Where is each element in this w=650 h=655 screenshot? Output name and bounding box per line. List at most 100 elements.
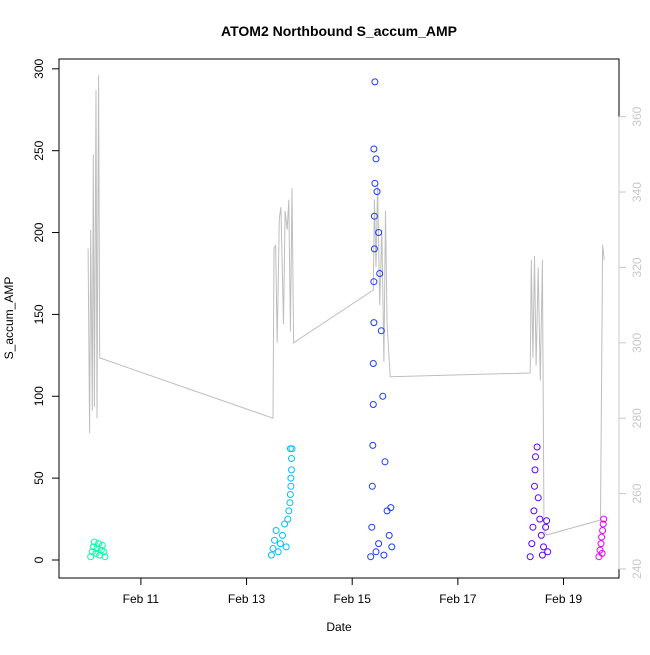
y-tick-label: 50 <box>32 471 46 485</box>
secondary-series-line <box>87 75 605 536</box>
y2-tick-label: 320 <box>630 257 644 277</box>
data-point <box>379 392 387 400</box>
data-point <box>281 520 289 528</box>
data-point <box>371 179 379 187</box>
data-point <box>101 553 109 561</box>
data-point <box>376 270 384 277</box>
data-point <box>372 155 380 163</box>
y-axis-left: 0 50 100 150 200 250 300 <box>32 58 60 563</box>
data-point <box>528 540 536 548</box>
data-point <box>372 548 380 556</box>
data-point <box>377 327 385 335</box>
data-point <box>380 551 388 559</box>
data-point <box>288 455 295 462</box>
data-point <box>288 466 295 474</box>
data-point <box>282 543 290 551</box>
data-point <box>597 540 605 548</box>
y-tick-label: 0 <box>32 556 46 563</box>
data-point <box>598 533 606 541</box>
data-point <box>536 515 544 523</box>
data-point <box>598 549 606 557</box>
data-point <box>286 499 294 507</box>
y-tick-label: 100 <box>32 386 46 406</box>
data-point <box>95 540 103 548</box>
secondary-line-layer <box>87 75 605 536</box>
data-point <box>369 441 377 449</box>
y2-tick-label: 260 <box>630 483 644 503</box>
data-point <box>284 515 292 523</box>
y-tick-label: 150 <box>32 304 46 324</box>
data-point <box>375 229 383 236</box>
data-point <box>526 553 534 561</box>
data-point <box>370 145 378 153</box>
data-point <box>370 319 378 327</box>
data-point <box>534 494 542 502</box>
y-tick-label: 300 <box>32 58 46 78</box>
data-point <box>542 523 550 531</box>
data-point <box>269 545 277 552</box>
y2-tick-label: 360 <box>630 106 644 126</box>
series-3 <box>367 78 396 561</box>
x-axis-label: Date <box>326 620 352 634</box>
data-point <box>368 482 376 490</box>
series-5 <box>595 515 608 561</box>
data-point <box>371 78 379 86</box>
y2-tick-label: 280 <box>630 408 644 428</box>
data-point <box>599 520 607 528</box>
x-tick-label: Feb 15 <box>334 592 372 606</box>
data-point <box>381 458 389 466</box>
data-point <box>543 517 551 525</box>
data-point <box>100 548 108 556</box>
y2-tick-label: 300 <box>630 332 644 352</box>
y-axis-right: 240 260 280 300 320 340 360 <box>618 106 644 579</box>
y-axis-label: S_accum_AMP <box>2 277 16 360</box>
data-point <box>540 543 547 551</box>
data-point <box>272 527 280 534</box>
data-point <box>529 523 537 531</box>
data-point <box>287 482 295 490</box>
data-point <box>538 551 546 559</box>
x-tick-label: Feb 17 <box>439 592 477 606</box>
data-point <box>370 245 378 253</box>
data-point <box>375 540 383 548</box>
data-point <box>92 549 100 557</box>
data-point <box>87 553 95 561</box>
data-point <box>544 548 552 556</box>
data-point <box>537 531 545 539</box>
data-point <box>531 466 539 474</box>
x-tick-label: Feb 11 <box>123 592 160 606</box>
data-point <box>368 523 376 531</box>
x-axis: Feb 11 Feb 13 Feb 15 Feb 17 Feb 19 <box>123 577 583 606</box>
data-point <box>385 531 393 539</box>
chart-title: ATOM2 Northbound S_accum_AMP <box>221 23 457 39</box>
data-point <box>532 453 539 461</box>
data-point <box>600 515 608 523</box>
data-point <box>530 507 538 515</box>
data-point <box>369 401 377 408</box>
data-point <box>271 536 278 544</box>
data-point <box>383 507 391 515</box>
data-point <box>279 531 286 539</box>
y2-tick-label: 340 <box>630 182 644 202</box>
data-point <box>285 507 293 515</box>
y-tick-label: 250 <box>32 140 46 160</box>
data-point <box>370 212 378 220</box>
series-1 <box>87 538 109 561</box>
data-point <box>98 541 106 549</box>
data-point <box>274 548 282 556</box>
y2-tick-label: 240 <box>630 559 644 579</box>
x-tick-label: Feb 19 <box>545 592 583 606</box>
data-point <box>599 527 607 534</box>
x-tick-label: Feb 13 <box>228 592 266 606</box>
data-point <box>370 278 378 286</box>
data-point <box>276 540 284 548</box>
data-point <box>89 543 97 551</box>
data-point <box>367 553 375 561</box>
data-point <box>88 548 96 556</box>
y-tick-label: 200 <box>32 222 46 242</box>
data-point <box>387 504 395 512</box>
data-point <box>533 443 541 451</box>
data-point <box>287 474 295 482</box>
